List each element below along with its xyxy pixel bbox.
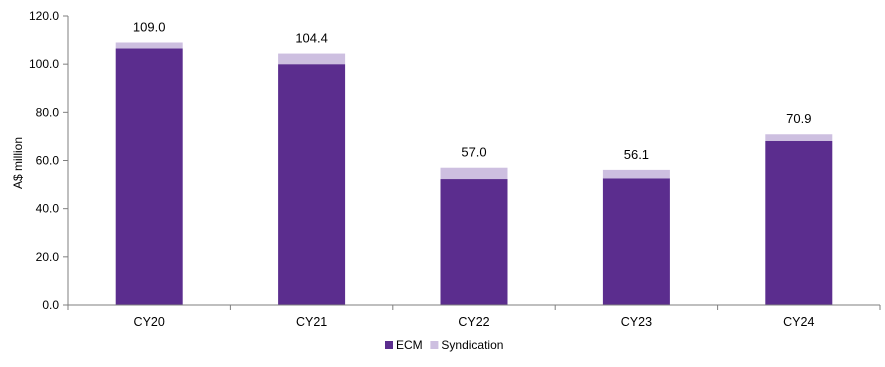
y-axis-title: A$ million: [11, 137, 25, 189]
legend: ECM Syndication: [385, 338, 503, 352]
bar-syndication-cy20: [115, 42, 183, 49]
y-tick-label: 20.0: [36, 250, 60, 264]
legend-label-syndication: Syndication: [441, 338, 503, 352]
total-label-cy23: 56.1: [624, 147, 649, 162]
bar-ecm-cy20: [115, 48, 183, 305]
bar-syndication-cy24: [765, 134, 833, 141]
y-tick-label: 80.0: [36, 105, 60, 119]
bar-syndication-cy23: [602, 169, 670, 179]
data-labels: 109.0 104.4 57.0 56.1 70.9: [133, 19, 812, 161]
bar-syndication-cy22: [440, 167, 508, 180]
bars: [115, 42, 833, 306]
total-label-cy20: 109.0: [133, 19, 166, 34]
y-tick-label: 60.0: [36, 154, 60, 168]
legend-label-ecm: ECM: [396, 338, 423, 352]
x-category-label: CY23: [621, 315, 652, 329]
x-category-label: CY22: [458, 315, 489, 329]
y-tick-label: 100.0: [29, 57, 59, 71]
total-label-cy21: 104.4: [295, 31, 328, 46]
y-tick-label: 40.0: [36, 202, 60, 216]
y-tick-label: 0.0: [42, 298, 59, 312]
total-label-cy24: 70.9: [786, 111, 811, 126]
bar-ecm-cy24: [765, 140, 833, 305]
bar-ecm-cy22: [440, 179, 508, 305]
bar-syndication-cy21: [278, 53, 346, 65]
x-category-label: CY24: [783, 315, 814, 329]
x-category-label: CY20: [134, 315, 165, 329]
x-axis: CY20 CY21 CY22 CY23 CY24: [67, 304, 881, 329]
total-label-cy22: 57.0: [461, 145, 486, 160]
bar-ecm-cy23: [602, 178, 670, 305]
legend-swatch-syndication: [430, 341, 439, 349]
bar-ecm-cy21: [278, 64, 346, 306]
legend-swatch-ecm: [385, 341, 393, 349]
y-axis: 0.0 20.0 40.0 60.0 80.0 100.0 120.0: [29, 9, 69, 312]
y-tick-label: 120.0: [29, 9, 59, 23]
x-category-label: CY21: [296, 315, 327, 329]
